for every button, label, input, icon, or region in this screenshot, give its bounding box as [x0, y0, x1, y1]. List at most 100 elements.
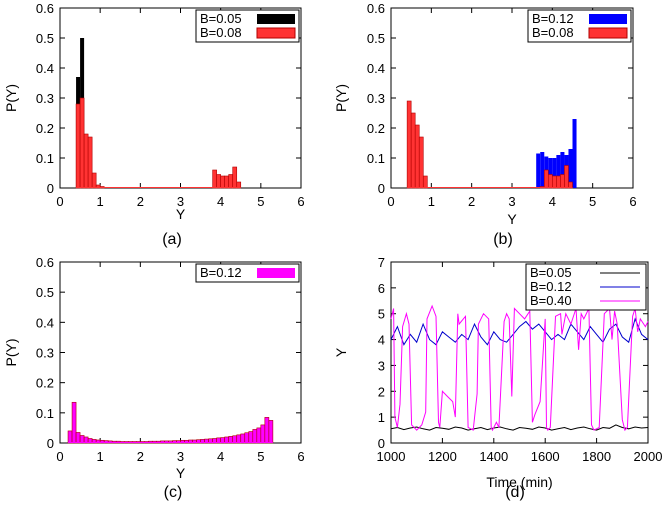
series-line — [390, 424, 649, 431]
histogram-bar — [418, 136, 424, 189]
x-tick-label: 1800 — [582, 449, 611, 464]
histogram-bar — [216, 174, 221, 189]
histogram-bar — [248, 431, 254, 444]
histogram-bar — [71, 401, 77, 444]
plot-frame — [59, 261, 302, 444]
histogram-bar — [543, 169, 549, 189]
x-tick-label: 1200 — [428, 449, 457, 464]
x-tick-label: 4 — [217, 449, 224, 464]
x-axis-label: Y — [176, 206, 186, 222]
y-tick-label: 5 — [378, 307, 385, 322]
x-axis-label: Y — [176, 465, 186, 481]
y-axis-label: P(Y) — [333, 84, 349, 112]
y-tick-label: 0.2 — [367, 121, 385, 136]
x-tick-label: 1 — [428, 194, 435, 209]
x-axis-label: Y — [507, 211, 517, 227]
y-axis-label: P(Y) — [3, 339, 19, 367]
legend: B=0.05B=0.08 — [195, 9, 300, 43]
histogram-bar — [406, 100, 412, 189]
x-tick-label: 2000 — [634, 449, 663, 464]
panel-label: (c) — [164, 484, 183, 501]
y-tick-label: 0.3 — [367, 91, 385, 106]
legend-entry-label: B=0.05 — [200, 11, 242, 26]
plot-frame — [390, 261, 649, 444]
y-tick-label: 0 — [47, 181, 54, 196]
y-tick-label: 0.6 — [367, 1, 385, 16]
histogram-bar — [264, 417, 270, 444]
x-tick-label: 1000 — [377, 449, 406, 464]
histogram-bar — [83, 133, 89, 189]
legend: B=0.05B=0.12B=0.40 — [525, 263, 647, 311]
y-tick-label: 0.4 — [367, 61, 385, 76]
histogram-bar — [87, 136, 93, 189]
histogram-bar — [79, 97, 85, 189]
chart-panel-b: 0 1 2 3 4 5 6 0 0.1 0.2 0.3 0.4 0.5 0.6 Y P(Y) (b) B=0.12… — [333, 1, 637, 248]
chart-panel-a: 0 1 2 3 4 5 6 0 0.1 0.2 0.3 0.4 0.5 0.6 Y P(Y) (a) B=0.05… — [3, 1, 305, 248]
histogram-bar — [260, 424, 266, 444]
y-tick-label: 0.3 — [36, 346, 54, 361]
y-tick-label: 0.5 — [36, 285, 54, 300]
y-tick-label: 1 — [378, 410, 385, 425]
y-tick-label: 0.5 — [36, 31, 54, 46]
histogram-bar — [568, 149, 573, 188]
y-tick-label: 0.1 — [367, 151, 385, 166]
histogram-bar — [244, 432, 250, 444]
x-tick-label: 1600 — [531, 449, 560, 464]
histogram-bar — [548, 158, 553, 188]
histogram-bar — [220, 175, 225, 189]
y-tick-label: 6 — [378, 281, 385, 296]
histogram-bar — [236, 434, 242, 444]
x-tick-label: 1400 — [479, 449, 508, 464]
legend-swatch — [589, 14, 627, 24]
legend-swatch — [588, 27, 628, 39]
histogram-bar — [232, 166, 238, 189]
histogram-bar — [232, 435, 238, 444]
legend-swatch — [257, 268, 295, 278]
y-tick-label: 0.4 — [36, 61, 54, 76]
x-tick-label: 3 — [177, 449, 184, 464]
y-tick-label: 0 — [378, 181, 385, 196]
x-axis-label: Time (min) — [486, 474, 552, 490]
histogram-bar — [552, 158, 557, 188]
x-tick-label: 4 — [549, 194, 556, 209]
histogram-bar — [540, 152, 545, 188]
legend-entry-label: B=0.08 — [200, 25, 242, 40]
y-tick-label: 3 — [378, 358, 385, 373]
y-tick-label: 0.1 — [36, 406, 54, 421]
x-tick-label: 5 — [257, 194, 264, 209]
histogram-bar — [422, 175, 428, 189]
y-tick-label: 4 — [378, 333, 385, 348]
histogram-bar — [556, 155, 561, 188]
x-tick-label: 6 — [297, 194, 304, 209]
y-tick-label: 0 — [378, 436, 385, 451]
legend-entry-label: B=0.12 — [532, 11, 574, 26]
series-line — [390, 304, 649, 432]
x-tick-label: 6 — [297, 449, 304, 464]
x-tick-label: 3 — [508, 194, 515, 209]
histogram-bar — [79, 435, 85, 444]
legend: B=0.12B=0.08 — [527, 9, 632, 43]
legend-entry-label: B=0.08 — [532, 25, 574, 40]
legend-entry-label: B=0.40 — [530, 293, 572, 308]
x-tick-label: 0 — [387, 194, 394, 209]
x-tick-label: 2 — [137, 194, 144, 209]
legend-swatch — [256, 27, 296, 39]
histogram-bar — [572, 119, 577, 188]
x-tick-label: 1 — [97, 449, 104, 464]
histogram-bar — [228, 174, 234, 189]
panel-label: (d) — [505, 484, 525, 501]
y-tick-label: 0.6 — [36, 1, 54, 16]
panel-label: (a) — [162, 231, 182, 248]
histogram-bar — [75, 432, 81, 444]
y-axis-label: P(Y) — [3, 84, 19, 112]
x-tick-label: 2 — [468, 194, 475, 209]
y-tick-label: 0.6 — [36, 255, 54, 270]
chart-panel-d: 1000 1200 1400 1600 1800 2000 0 1 2 3 4 5 6 7 Time (mi… — [333, 255, 662, 501]
legend: B=0.12 — [195, 263, 300, 283]
histogram-bar — [67, 430, 73, 444]
y-tick-label: 0.2 — [36, 121, 54, 136]
histogram-bar — [91, 172, 97, 189]
x-tick-label: 4 — [217, 194, 224, 209]
histogram-bar — [240, 433, 246, 444]
